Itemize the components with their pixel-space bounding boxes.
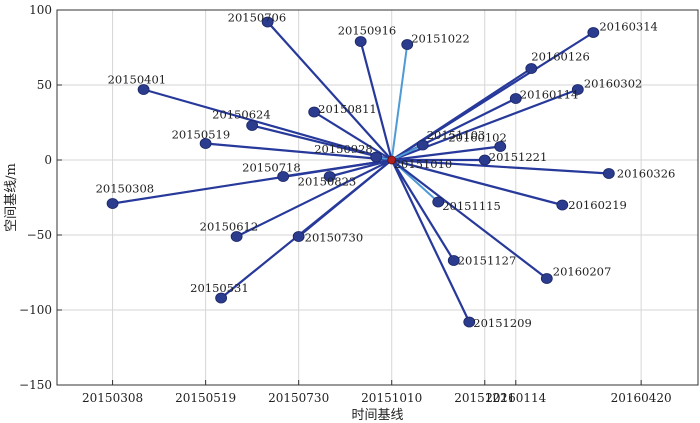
baseline-link [112,158,392,205]
baseline-link [391,67,532,161]
acquisition-point [571,84,584,95]
acquisition-point [246,120,259,131]
acquisition-point [323,171,336,182]
y-tick-label: −150 [19,378,52,392]
acquisition-point [602,168,615,179]
x-tick-label: 20151221 [454,391,515,405]
acquisition-point [525,63,538,74]
acquisition-date-label: 20151221 [489,150,548,164]
acquisition-date-label: 20160114 [520,88,579,102]
acquisition-date-label: 20151022 [411,32,470,46]
acquisition-point [556,199,569,211]
baseline-link [236,159,393,238]
x-axis-label: 时间基线 [351,408,403,423]
acquisition-point [215,292,228,304]
acquisition-date-label: 20160126 [531,50,590,64]
baseline-link [391,159,548,280]
baseline-link [391,145,501,162]
baseline-link [391,158,563,207]
y-tick-label: −50 [27,228,52,242]
acquisition-date-label: 20160314 [599,20,658,34]
x-tick-label: 20160114 [485,391,546,405]
acquisition-point [509,93,522,104]
acquisition-date-label: 20150612 [200,220,259,234]
baseline-link [359,41,393,161]
acquisition-point [540,273,553,284]
x-tick-label: 20160420 [611,391,672,405]
y-tick-label: 100 [29,3,52,17]
axis-ticks: 100 50 0 −50 −100 −150 20150308 20150519 2015073… [19,3,672,405]
acquisition-date-label: 20160302 [584,77,643,91]
baseline-link [205,142,392,162]
baseline-links [112,21,609,323]
baseline-link [329,158,392,178]
baseline-link [390,159,455,262]
acquisition-date-label: 20150916 [338,24,397,38]
acquisition-date-label: 20151103 [427,128,486,142]
acquisition-date-label: 20150811 [318,102,377,116]
acquisition-date-label: 20151115 [442,199,501,213]
acquisition-point [447,255,460,266]
acquisition-date-label: 20150308 [96,182,155,196]
baseline-link [313,111,393,161]
acquisition-date-label: 20150730 [305,231,364,245]
acquisition-point [463,316,476,328]
acquisition-point [292,231,305,242]
y-tick-label: 0 [44,153,52,167]
acquisition-point [261,16,274,28]
baseline-link [143,88,393,162]
acquisition-date-label: 20150823 [298,175,357,189]
master-point [387,155,397,165]
acquisition-point [230,231,243,242]
acquisition-date-label: 20160102 [448,131,507,145]
y-tick-label: 50 [37,78,52,92]
x-tick-label: 20150308 [82,391,143,405]
acquisition-point [494,141,507,152]
acquisition-date-label: 20150519 [172,128,231,142]
baseline-link [251,124,392,162]
x-tick-label: 20150519 [175,391,236,405]
y-tick-label: −100 [19,303,52,317]
acquisition-point [416,139,429,151]
baseline-link [266,21,393,161]
acquisition-point [370,151,383,163]
acquisition-date-label: 20150718 [242,161,301,175]
acquisition-date-label: 20150706 [228,11,287,25]
x-tick-label: 20151010 [361,391,422,405]
acquisition-point [308,106,321,118]
baseline-link [391,158,609,175]
acquisition-nodes [106,16,615,328]
acquisition-date-label: 20150531 [190,281,249,295]
acquisition-point [587,27,600,38]
acquisition-point [432,196,445,208]
baseline-link [220,159,393,299]
acquisition-point [478,154,491,166]
acquisition-point [106,198,119,209]
acquisition-date-label: 20160207 [553,265,612,279]
master-date-label: 20151010 [394,157,453,171]
acquisition-point [137,84,150,95]
acquisition-date-label: 20160326 [617,167,676,181]
x-tick-label: 20150730 [268,391,329,405]
acquisition-date-label: 20150624 [212,108,271,122]
acquisition-date-label: 20151209 [473,316,532,330]
acquisition-labels: 20150706 20150916 20151022 20160314 20160126… [96,11,676,331]
plot-area-frame [56,9,699,386]
acquisition-point [401,39,414,50]
baseline-link [390,159,471,323]
y-axis-label: 空间基线/m [4,163,19,232]
acquisition-date-label: 20151127 [458,254,517,268]
acquisition-point [277,171,290,182]
acquisition-point [199,138,212,149]
acquisition-date-label: 20150401 [108,73,167,87]
acquisition-point [354,36,367,47]
acquisition-date-label: 20150928 [314,142,373,156]
baseline-link [390,44,409,161]
acquisition-date-label: 20160219 [568,198,627,212]
